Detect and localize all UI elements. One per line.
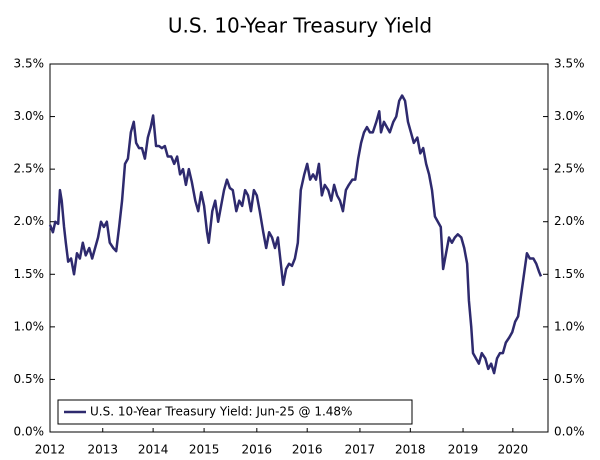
plot-frame bbox=[49, 63, 549, 433]
y2-tick-label: 0.0% bbox=[554, 425, 585, 439]
y2-tick-label: 2.0% bbox=[554, 214, 585, 228]
x-tick-label: 2016 bbox=[242, 443, 273, 457]
y2-tick-label: 1.0% bbox=[554, 319, 585, 333]
y-tick-label: 2.0% bbox=[14, 214, 45, 228]
chart-title: U.S. 10-Year Treasury Yield bbox=[168, 14, 432, 38]
y-tick-label: 1.0% bbox=[14, 319, 45, 333]
x-tick-label: 2015 bbox=[189, 443, 220, 457]
series-line bbox=[48, 94, 543, 375]
y-tick-label: 0.5% bbox=[14, 372, 45, 386]
y-tick-label: 3.0% bbox=[14, 109, 45, 123]
x-tick-label: 2020 bbox=[498, 443, 529, 457]
x-tick-label: 2013 bbox=[87, 443, 118, 457]
legend-label: U.S. 10-Year Treasury Yield: Jun-25 @ 1.… bbox=[90, 405, 352, 419]
x-tick-label: 2019 bbox=[448, 443, 479, 457]
x-tick-label: 2012 bbox=[35, 443, 66, 457]
x-tick-label: 2016 bbox=[292, 443, 323, 457]
y2-tick-label: 2.5% bbox=[554, 162, 585, 176]
y-tick-label: 2.5% bbox=[14, 162, 45, 176]
y2-tick-label: 3.0% bbox=[554, 109, 585, 123]
y2-tick-label: 1.5% bbox=[554, 267, 585, 281]
y2-tick-label: 3.5% bbox=[554, 57, 585, 71]
x-tick-label: 2014 bbox=[138, 443, 169, 457]
y-tick-label: 3.5% bbox=[14, 57, 45, 71]
y-tick-label: 0.0% bbox=[14, 425, 45, 439]
legend-box bbox=[57, 399, 413, 425]
y2-tick-label: 0.5% bbox=[554, 372, 585, 386]
y-tick-label: 1.5% bbox=[14, 267, 45, 281]
x-tick-label: 2017 bbox=[345, 443, 376, 457]
x-tick-label: 2018 bbox=[395, 443, 426, 457]
